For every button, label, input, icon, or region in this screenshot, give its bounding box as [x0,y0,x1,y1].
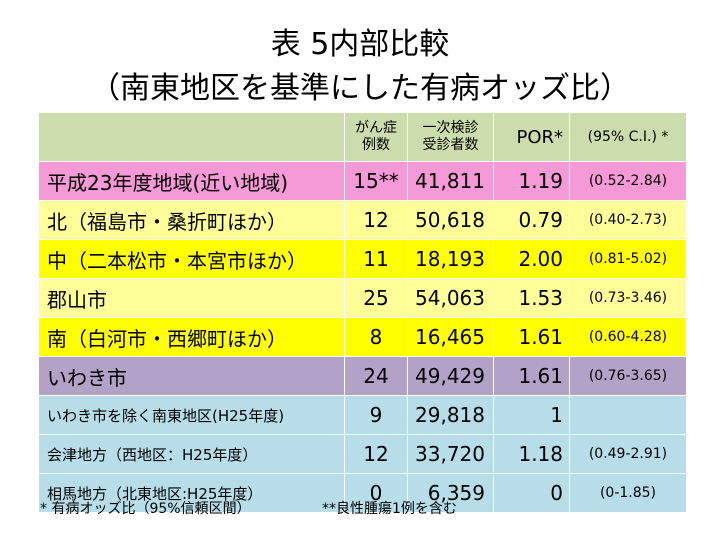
header-examinees-line1: 一次検診 [422,120,479,136]
table-header-row: がん症 例数 一次検診 受診者数 POR* (95% C.I.) * [38,112,687,162]
por-value: 1.19 [493,161,570,201]
confidence-interval: (0.52-2.84) [569,161,687,201]
header-cases-line1: がん症 [355,120,397,136]
por-value: 1 [493,395,570,435]
cases-count: 25 [344,278,408,318]
region-name: 会津地方（西地区：H25年度） [38,434,345,474]
confidence-interval: (0.60-4.28) [569,317,687,357]
confidence-interval: (0-1.85) [569,473,687,513]
examinees-count: 33,720 [407,434,494,474]
confidence-interval: (0.73-3.46) [569,278,687,318]
table-row: 平成23年度地域(近い地域) 15** 41,811 1.19 (0.52-2.84) [38,161,687,201]
region-name: 郡山市 [38,278,345,318]
table-row: 相馬地方（北東地区:H25年度） 0 6,359 0 (0-1.85) [38,473,687,513]
region-name: いわき市を除く南東地区(H25年度) [38,395,345,435]
examinees-count: 16,465 [407,317,494,357]
header-examinees: 一次検診 受診者数 [407,112,494,162]
por-value: 2.00 [493,239,570,279]
confidence-interval: (0.40-2.73) [569,200,687,240]
por-value: 0.79 [493,200,570,240]
table-row: 北（福島市・桑折町ほか） 12 50,618 0.79 (0.40-2.73) [38,200,687,240]
table-row: 南（白河市・西郷町ほか） 8 16,465 1.61 (0.60-4.28) [38,317,687,357]
table-row: 郡山市 25 54,063 1.53 (0.73-3.46) [38,278,687,318]
comparison-table: がん症 例数 一次検診 受診者数 POR* (95% C.I.) * 平成23年… [38,112,687,513]
table-row: いわき市を除く南東地区(H25年度) 9 29,818 1 [38,395,687,435]
slide-subtitle: （南東地区を基準にした有病オッズ比） [90,71,630,106]
header-por: POR* [493,112,570,162]
confidence-interval: (0.49-2.91) [569,434,687,474]
footnote-benign: **良性腫瘍1例を含む [322,501,457,517]
region-name: 中（二本松市・本宮市ほか） [38,239,345,279]
region-name: 北（福島市・桑折町ほか） [38,200,345,240]
por-value: 1.61 [493,317,570,357]
cases-count: 12 [344,200,408,240]
region-name: 平成23年度地域(近い地域) [38,161,345,201]
table-row: 会津地方（西地区：H25年度） 12 33,720 1.18 (0.49-2.91) [38,434,687,474]
examinees-count: 49,429 [407,356,494,396]
region-name: 相馬地方（北東地区:H25年度） [38,473,345,513]
por-value: 1.61 [493,356,570,396]
confidence-interval: (0.81-5.02) [569,239,687,279]
examinees-count: 18,193 [407,239,494,279]
examinees-count: 54,063 [407,278,494,318]
por-value: 1.18 [493,434,570,474]
cases-count: 11 [344,239,408,279]
table-row: いわき市 24 49,429 1.61 (0.76-3.65) [38,356,687,396]
footnote-odds-ratio: * 有病オッズ比（95%信頼区間） [40,501,251,517]
confidence-interval [569,395,687,435]
cases-count: 24 [344,356,408,396]
examinees-count: 41,811 [407,161,494,201]
region-name: いわき市 [38,356,345,396]
table-row: 中（二本松市・本宮市ほか） 11 18,193 2.00 (0.81-5.02) [38,239,687,279]
cases-count: 15** [344,161,408,201]
region-name: 南（白河市・西郷町ほか） [38,317,345,357]
header-region [38,112,345,162]
cases-count: 12 [344,434,408,474]
header-cases-line2: 例数 [362,137,390,153]
examinees-count: 6,359 [407,473,494,513]
cases-count: 9 [344,395,408,435]
header-examinees-line2: 受診者数 [422,137,479,153]
cases-count: 8 [344,317,408,357]
por-value: 0 [493,473,570,513]
header-ci: (95% C.I.) * [569,112,687,162]
examinees-count: 50,618 [407,200,494,240]
slide-title: 表 5内部比較 [270,27,450,62]
confidence-interval: (0.76-3.65) [569,356,687,396]
por-value: 1.53 [493,278,570,318]
header-cases: がん症 例数 [344,112,408,162]
examinees-count: 29,818 [407,395,494,435]
